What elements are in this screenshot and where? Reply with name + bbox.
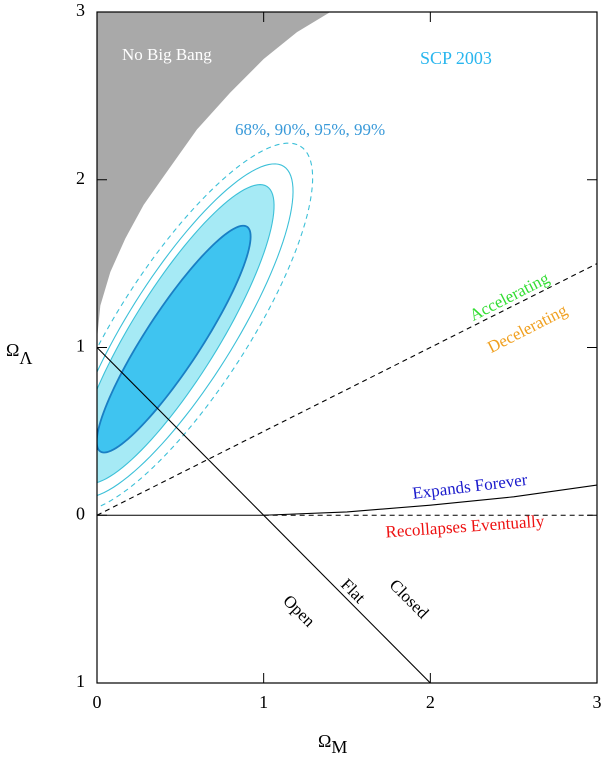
y-tick-label: 0 bbox=[76, 503, 85, 523]
confidence-contour bbox=[97, 163, 294, 497]
y-tick-label: 1 bbox=[76, 671, 85, 691]
plot-area bbox=[97, 12, 597, 683]
annotation: Recollapses Eventually bbox=[385, 511, 546, 541]
boundary-line bbox=[97, 484, 597, 516]
boundary-line bbox=[97, 263, 597, 516]
x-tick-label: 1 bbox=[259, 692, 268, 712]
annotation: Open bbox=[279, 591, 319, 631]
annotation: Flat bbox=[337, 575, 369, 607]
y-tick-label: 2 bbox=[76, 168, 85, 188]
y-tick-label: 3 bbox=[76, 0, 85, 20]
x-tick-label: 0 bbox=[93, 692, 102, 712]
confidence-contour bbox=[97, 142, 314, 509]
annotation: SCP 2003 bbox=[420, 48, 492, 68]
y-tick-label: 1 bbox=[76, 336, 85, 356]
annotation: 68%, 90%, 95%, 99% bbox=[235, 120, 385, 139]
x-axis-label-main: Ω bbox=[318, 731, 331, 751]
x-tick-label: 2 bbox=[426, 692, 435, 712]
y-axis-label-main: Ω bbox=[6, 340, 19, 360]
x-axis-label-sub: M bbox=[331, 737, 347, 757]
annotation: No Big Bang bbox=[122, 45, 212, 64]
y-axis-label: ΩΛ bbox=[6, 340, 32, 368]
annotation: Closed bbox=[386, 575, 433, 622]
no-big-bang-region bbox=[97, 12, 331, 340]
y-axis-label-sub: Λ bbox=[19, 348, 32, 368]
annotation: Expands Forever bbox=[411, 470, 528, 503]
x-axis-label: ΩM bbox=[318, 731, 347, 757]
confidence-contour bbox=[97, 224, 252, 454]
x-tick-label: 3 bbox=[593, 692, 602, 712]
